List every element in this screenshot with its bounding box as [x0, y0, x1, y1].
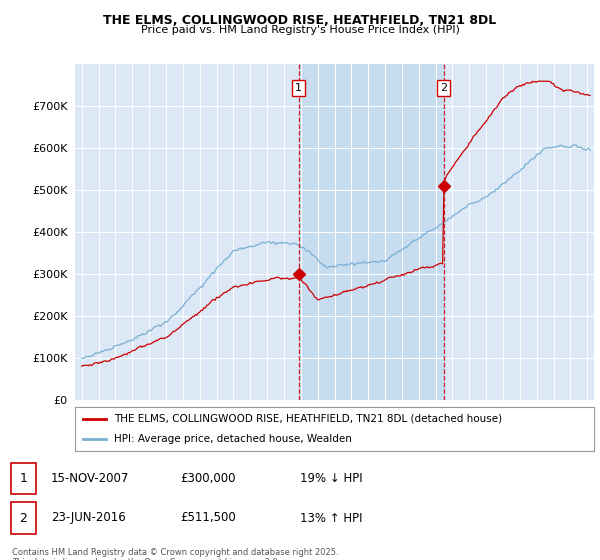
- Text: 23-JUN-2016: 23-JUN-2016: [51, 511, 126, 525]
- Text: HPI: Average price, detached house, Wealden: HPI: Average price, detached house, Weal…: [114, 434, 352, 444]
- Text: 2: 2: [19, 511, 28, 525]
- Text: 2: 2: [440, 83, 447, 93]
- Text: £300,000: £300,000: [180, 472, 235, 486]
- Text: 13% ↑ HPI: 13% ↑ HPI: [300, 511, 362, 525]
- Text: 15-NOV-2007: 15-NOV-2007: [51, 472, 130, 486]
- Text: Price paid vs. HM Land Registry's House Price Index (HPI): Price paid vs. HM Land Registry's House …: [140, 25, 460, 35]
- Text: 1: 1: [19, 472, 28, 486]
- Text: 19% ↓ HPI: 19% ↓ HPI: [300, 472, 362, 486]
- Text: THE ELMS, COLLINGWOOD RISE, HEATHFIELD, TN21 8DL: THE ELMS, COLLINGWOOD RISE, HEATHFIELD, …: [103, 14, 497, 27]
- Bar: [299, 64, 443, 400]
- Text: 1: 1: [295, 83, 302, 93]
- Text: £511,500: £511,500: [180, 511, 236, 525]
- Text: Contains HM Land Registry data © Crown copyright and database right 2025.
This d: Contains HM Land Registry data © Crown c…: [12, 548, 338, 560]
- Text: THE ELMS, COLLINGWOOD RISE, HEATHFIELD, TN21 8DL (detached house): THE ELMS, COLLINGWOOD RISE, HEATHFIELD, …: [114, 414, 502, 424]
